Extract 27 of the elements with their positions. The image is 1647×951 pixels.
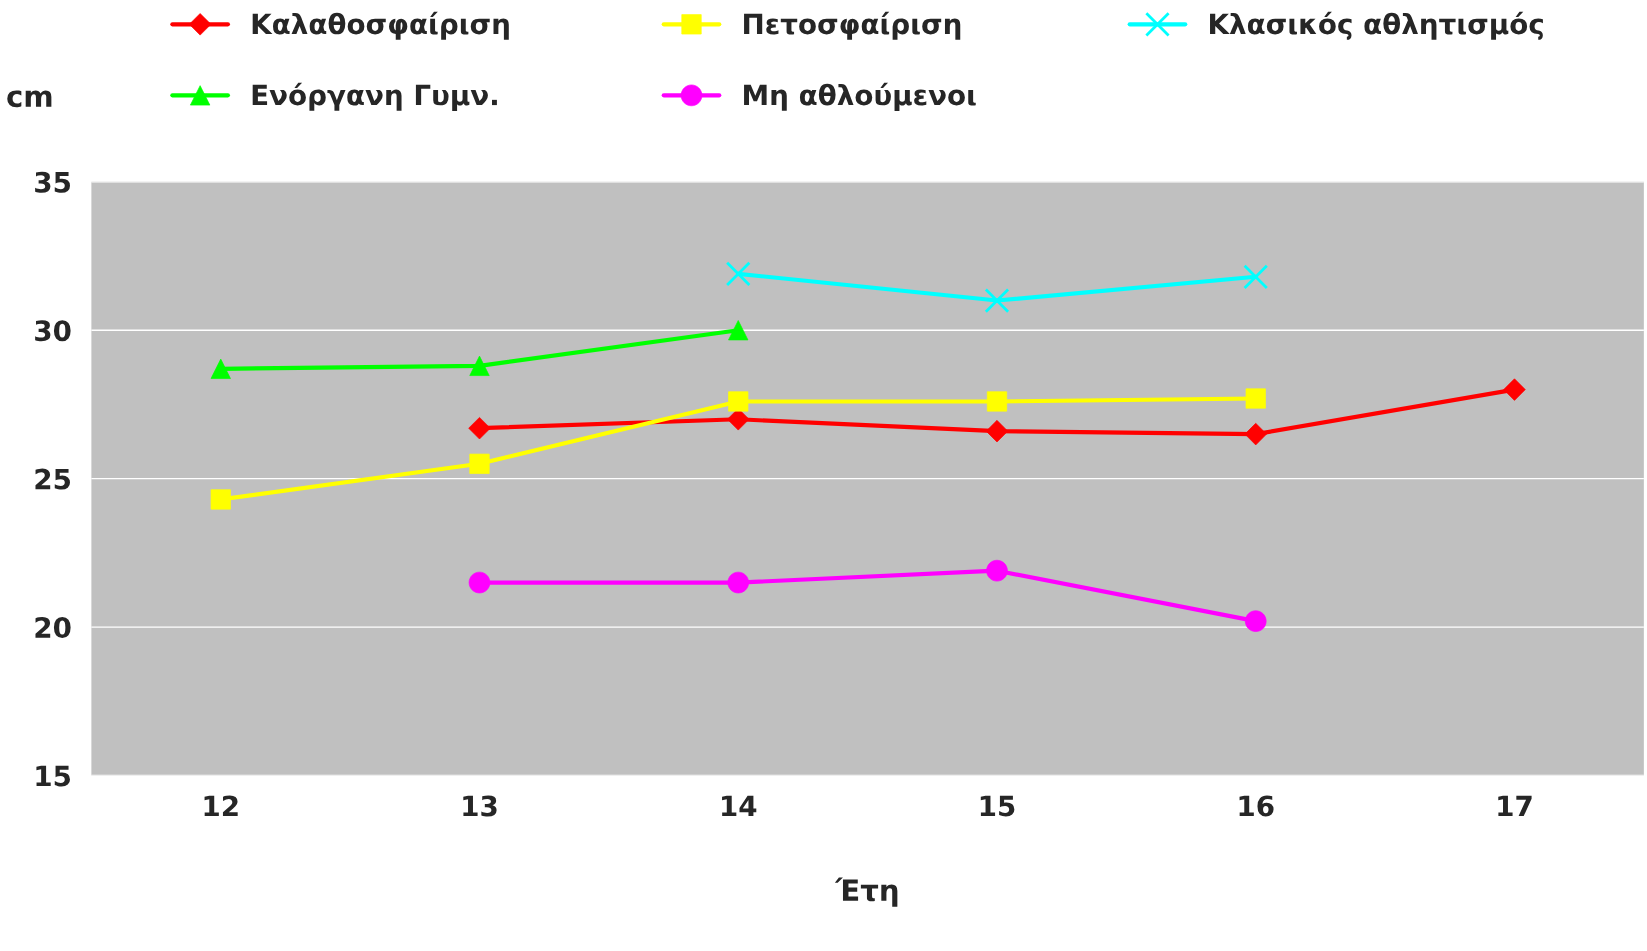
point	[727, 571, 750, 594]
x-axis-title: Έτη	[834, 877, 898, 907]
legend-label: Καλαθοσφαίριση	[252, 11, 509, 40]
legend-label: Μη αθλούμενοι	[744, 82, 976, 111]
legend-label: Πετοσφαίριση	[744, 11, 961, 40]
point	[725, 261, 751, 287]
y-tick-label: 30	[35, 320, 71, 342]
point	[986, 559, 1008, 582]
point	[1244, 422, 1267, 446]
y-tick-label: 25	[35, 468, 70, 490]
point	[1243, 264, 1269, 290]
point	[984, 288, 1010, 314]
y-axis-title: cm	[7, 90, 52, 108]
point	[468, 417, 491, 440]
y-tick-label: 15	[36, 765, 70, 787]
x-tick-label: 16	[1239, 795, 1274, 817]
x-tick-label: 12	[204, 795, 238, 817]
point	[469, 453, 490, 474]
legend-label: Ενόργανη Γυμν.	[252, 82, 497, 111]
y-tick-label: 20	[35, 617, 71, 639]
legend-label: Κλασικός αθλητισμός	[1210, 11, 1543, 40]
x-tick-label: 15	[980, 795, 1015, 817]
x-tick-label: 13	[463, 795, 497, 817]
point	[986, 391, 1008, 412]
x-tick-label: 14	[722, 795, 757, 817]
y-tick-label: 35	[35, 171, 70, 193]
x-tick-label: 17	[1498, 795, 1532, 817]
